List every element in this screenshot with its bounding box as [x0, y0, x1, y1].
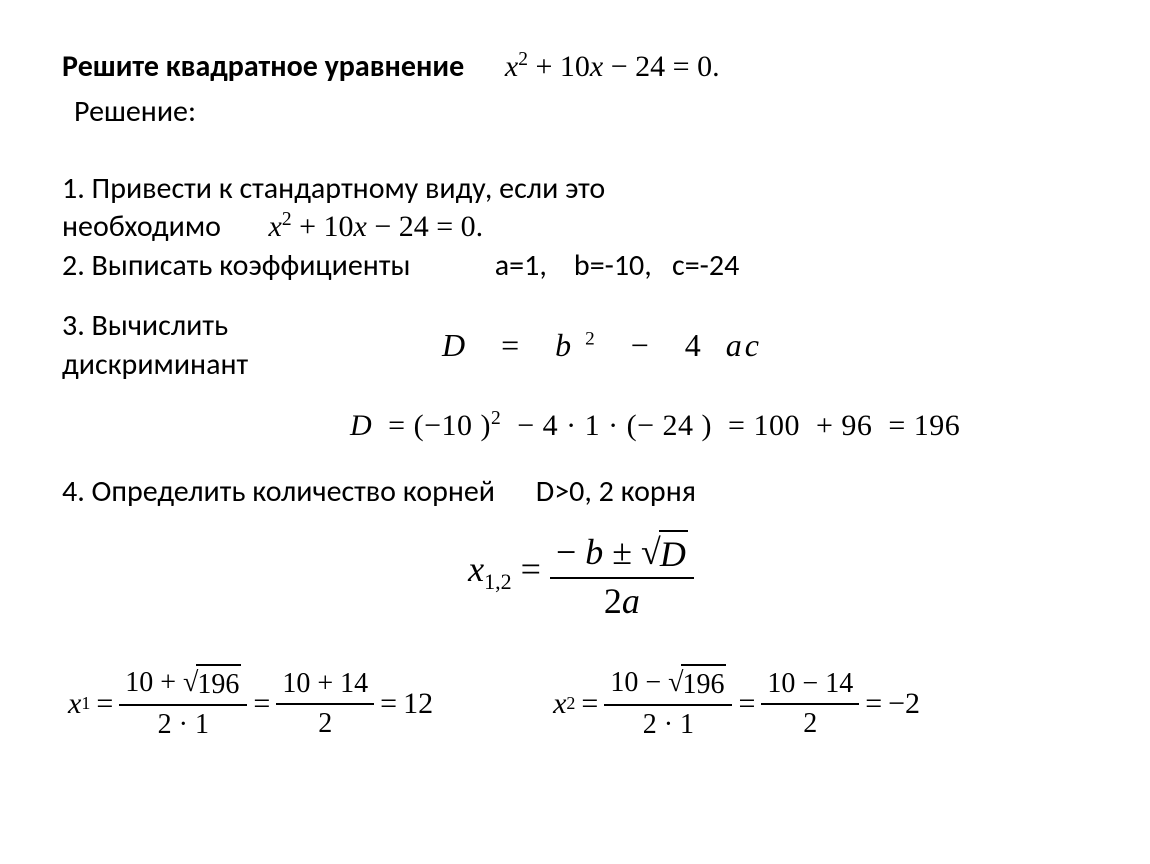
root2-calc: x2 = 10 − √196 2 · 1 = 10 − 14 2 = −2 [553, 664, 920, 744]
r2-sub: 2 [566, 693, 575, 714]
rf-x: x [468, 549, 484, 589]
title-eq-exp: 2 [518, 49, 528, 70]
rf-num: − b ± √D [550, 530, 694, 579]
r1-ans: 12 [403, 687, 433, 721]
r1-frac1: 10 + √196 2 · 1 [119, 664, 247, 744]
rf-num-b: b [585, 532, 603, 572]
r2-ans: −2 [888, 687, 920, 721]
r2-x: x [553, 687, 566, 721]
title-eq-tail: − 24 = 0. [603, 50, 719, 83]
root-formula: x1,2 = − b ± √D 2a [62, 530, 1100, 624]
rf-eq: = [521, 549, 550, 589]
r2-frac1: 10 − √196 2 · 1 [604, 664, 732, 744]
title-eq-mid: + 10 [528, 50, 590, 83]
title-eq-x: x [505, 50, 518, 83]
step1-eq-exp: 2 [282, 209, 292, 230]
discr-ac: ac [726, 327, 762, 363]
step3-label: 3. Вычислить дискриминант [62, 307, 362, 384]
discriminant-formula: D = b 2 − 4 ac [442, 327, 762, 364]
step1-line2-prefix: необходимо [62, 208, 221, 245]
r1-frac2: 10 + 14 2 [276, 665, 374, 743]
title-eq-x2: x [590, 50, 603, 83]
discr-b: b [555, 327, 574, 363]
step1-eq-tail: − 24 = 0. [367, 210, 483, 243]
rf-den: 2a [550, 579, 694, 624]
root-formula-frac: − b ± √D 2a [550, 530, 694, 624]
step-3: 3. Вычислить дискриминант D = b 2 − 4 ac [62, 307, 1100, 384]
step1-eq-x: x [269, 210, 282, 243]
r2-d1: 2 · 1 [604, 706, 732, 744]
discr-exp: 2 [585, 328, 598, 349]
rf-den-2: 2 [604, 581, 622, 621]
step-2: 2. Выписать коэффициенты a=1, b=-10, c=-… [62, 247, 1100, 285]
r1-sub: 1 [81, 693, 90, 714]
r2-n1a: 10 − [610, 667, 668, 698]
step2-coeffs: a=1, b=-10, c=-24 [495, 247, 739, 284]
step1-eq-mid: + 10 [292, 210, 354, 243]
step1-line1: 1. Привести к стандартному виду, если эт… [62, 170, 605, 207]
r2-n1: 10 − √196 [604, 664, 732, 706]
solution-label: Решение: [74, 93, 1100, 130]
root1-calc: x1 = 10 + √196 2 · 1 = 10 + 14 2 = 12 [68, 664, 433, 744]
r1-n2: 10 + 14 [276, 665, 374, 705]
rf-sub: 1,2 [484, 569, 512, 594]
step-1: 1. Привести к стандартному виду, если эт… [62, 170, 1100, 247]
step-4: 4. Определить количество корней D>0, 2 к… [62, 473, 1100, 510]
r2-n1rad: 196 [681, 664, 726, 704]
rf-den-a: a [622, 581, 640, 621]
step2-label: 2. Выписать коэффициенты [62, 247, 488, 285]
step3-label-l2: дискриминант [62, 346, 248, 383]
root-formula-lhs: x1,2 = [468, 549, 550, 589]
discr-D: D [442, 327, 468, 363]
discr-four: 4 [685, 327, 704, 363]
document-page: Решите квадратное уравнение x2 + 10x − 2… [0, 0, 1150, 744]
r2-d2: 2 [761, 705, 859, 743]
rf-num-D: D [659, 530, 688, 577]
problem-title: Решите квадратное уравнение x2 + 10x − 2… [62, 48, 1100, 85]
r2-n2: 10 − 14 [761, 665, 859, 705]
r1-d1: 2 · 1 [119, 706, 247, 744]
step1-eq-x2: x [354, 210, 367, 243]
step4-label: 4. Определить количество корней [62, 473, 495, 510]
discr-eq: = [501, 327, 522, 363]
roots-calculations: x1 = 10 + √196 2 · 1 = 10 + 14 2 = 12 x2… [62, 664, 1100, 744]
r1-n1: 10 + √196 [119, 664, 247, 706]
r1-n1rad: 196 [196, 664, 241, 704]
discr-minus: − [631, 327, 652, 363]
discriminant-calc: D = (−10 )2 − 4 · 1 · (− 24 ) = 100 + 96… [350, 408, 1100, 443]
rf-num-pm: ± [603, 532, 641, 572]
r1-x: x [68, 687, 81, 721]
rf-num-minus: − [556, 532, 585, 572]
step3-label-l1: 3. Вычислить [62, 307, 228, 344]
r2-frac2: 10 − 14 2 [761, 665, 859, 743]
title-label: Решите квадратное уравнение [62, 48, 464, 85]
step4-result: D>0, 2 корня [536, 473, 696, 510]
r1-n1a: 10 + [125, 667, 183, 698]
r1-d2: 2 [276, 705, 374, 743]
